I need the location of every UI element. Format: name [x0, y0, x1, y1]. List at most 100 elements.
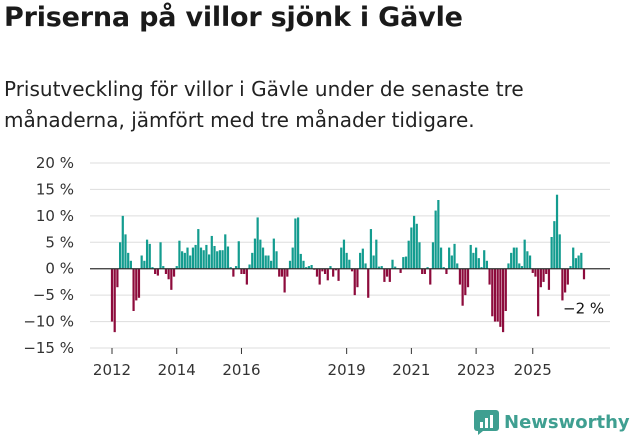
bar — [555, 194, 559, 269]
bar — [191, 247, 195, 269]
bar — [205, 244, 208, 269]
bar — [232, 268, 235, 277]
bar — [453, 243, 456, 269]
bar — [356, 268, 359, 288]
bar — [275, 251, 278, 269]
bar — [480, 267, 483, 269]
bar — [178, 240, 181, 269]
chart-title: Priserna på villor sjönk i Gävle — [4, 2, 463, 33]
bars — [110, 194, 586, 333]
bar — [121, 215, 124, 269]
bar — [202, 250, 205, 269]
bar — [270, 260, 273, 269]
bar — [162, 266, 165, 269]
bar — [485, 260, 489, 269]
bar — [170, 268, 173, 290]
bar — [566, 268, 569, 285]
bar — [512, 247, 515, 269]
bar — [337, 268, 340, 281]
bar — [348, 259, 351, 269]
bar — [280, 268, 284, 277]
bar — [264, 255, 267, 269]
bar — [148, 243, 151, 269]
bar — [383, 268, 386, 282]
bar — [458, 268, 462, 285]
y-axis-ticks: 20 % 15 % 10 % 5 % 0 % −5 % −10 % −15 % — [23, 154, 74, 357]
y-tick-label: −10 % — [23, 313, 74, 331]
bar — [380, 266, 383, 269]
bar — [221, 250, 224, 269]
bar — [299, 253, 302, 269]
bar — [113, 268, 116, 333]
bar — [537, 268, 540, 317]
bar — [518, 263, 521, 269]
bar — [437, 200, 440, 269]
bar — [547, 268, 551, 290]
bar — [243, 268, 246, 274]
bar — [574, 258, 578, 269]
bar — [364, 263, 367, 269]
bar — [421, 268, 424, 274]
y-tick-label: 0 % — [45, 260, 74, 278]
bar — [372, 255, 375, 269]
bar — [135, 268, 138, 301]
bar — [412, 215, 416, 269]
bar — [310, 265, 313, 269]
bar — [520, 266, 524, 269]
x-axis-ticks: 2012 2014 2016 2019 2021 2023 2025 — [93, 348, 552, 379]
bar — [553, 221, 556, 269]
x-tick-label: 2021 — [392, 361, 430, 379]
bar — [259, 239, 262, 269]
bar — [207, 254, 211, 269]
bar — [558, 234, 561, 269]
bar — [140, 255, 143, 269]
bar — [229, 267, 232, 269]
bar — [407, 240, 410, 269]
bar — [483, 250, 486, 269]
last-value-annotation: −2 % — [563, 299, 604, 317]
bar — [496, 268, 499, 322]
bar — [297, 217, 300, 269]
bar — [129, 260, 132, 269]
y-tick-label: 10 % — [36, 207, 74, 225]
gridlines — [90, 162, 610, 349]
bar — [234, 266, 238, 269]
bar — [472, 252, 475, 269]
bar — [267, 255, 270, 269]
bar — [286, 268, 289, 277]
bar — [434, 210, 437, 269]
bar — [423, 268, 426, 274]
bar — [523, 239, 526, 269]
x-tick-label: 2019 — [328, 361, 366, 379]
bar — [124, 234, 127, 269]
bar — [151, 267, 154, 269]
bar — [394, 266, 397, 269]
bar — [456, 263, 459, 269]
bar — [216, 251, 219, 269]
bar — [464, 268, 467, 296]
y-tick-label: −5 % — [33, 286, 74, 304]
bar — [410, 227, 413, 269]
bar — [305, 267, 308, 269]
bar — [539, 268, 542, 288]
bar — [426, 267, 429, 269]
bar — [577, 255, 580, 269]
bar — [256, 217, 259, 269]
bar — [189, 255, 192, 269]
bar — [315, 268, 319, 277]
bar — [261, 247, 265, 269]
bar — [137, 268, 141, 298]
bar — [237, 241, 240, 269]
bar — [388, 268, 391, 282]
bar — [501, 268, 505, 333]
bar — [550, 237, 553, 269]
bar — [528, 255, 532, 269]
bar — [418, 242, 421, 269]
bar — [361, 248, 364, 269]
bar — [572, 247, 575, 269]
x-tick-label: 2014 — [158, 361, 196, 379]
bar — [582, 268, 586, 280]
bar — [164, 268, 168, 274]
bar — [429, 268, 432, 285]
newsworthy-logo-icon — [474, 409, 499, 435]
